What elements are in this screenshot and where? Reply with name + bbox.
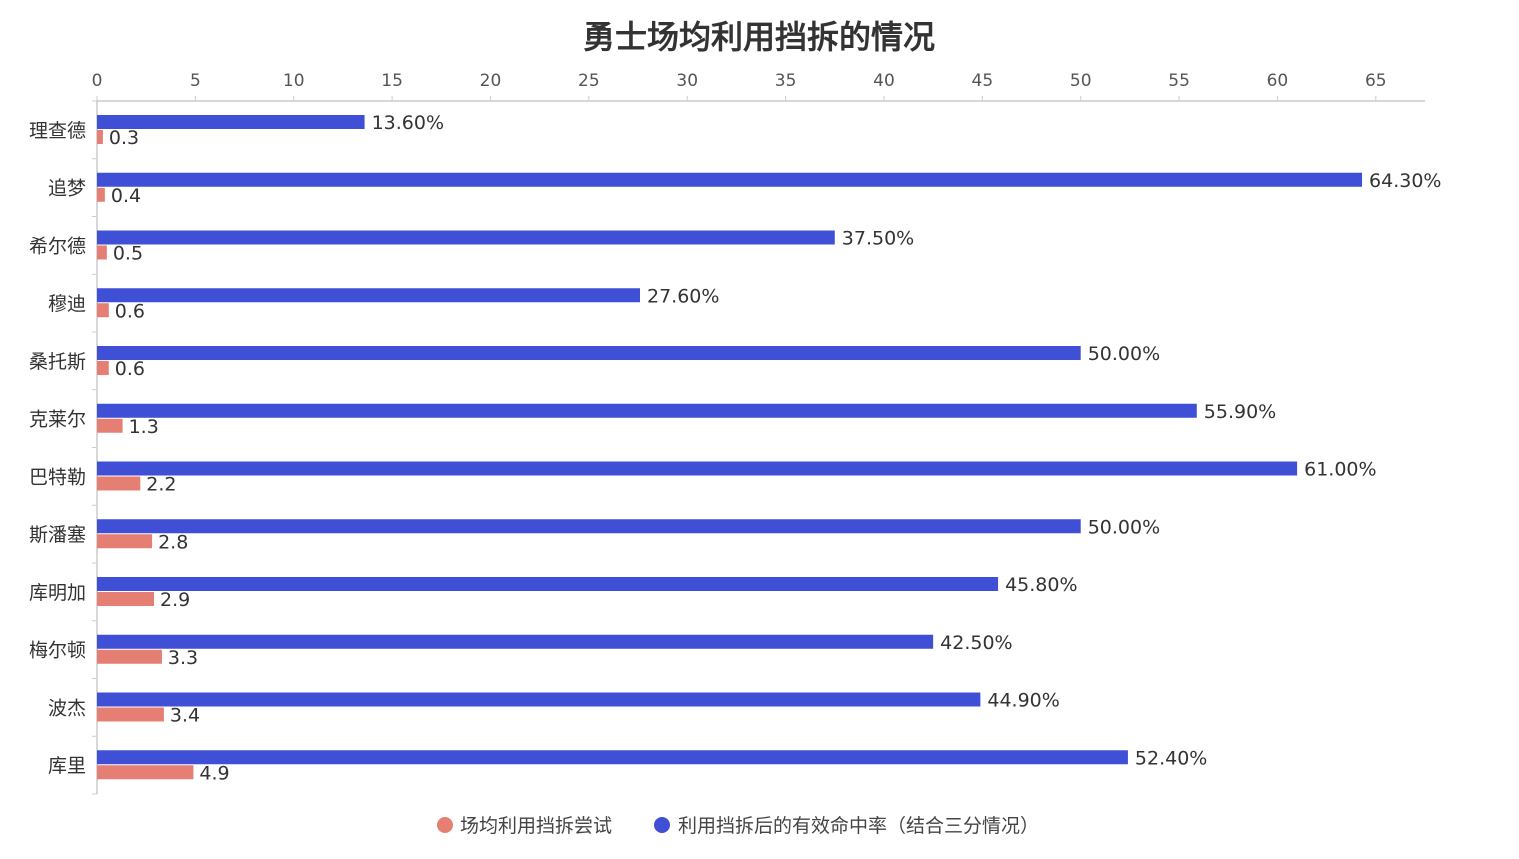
bar-effective-fg-rate: [97, 403, 1197, 418]
bar-effective-fg-rate: [97, 172, 1363, 187]
x-tick-label: 45: [972, 71, 994, 91]
y-category-label: 桑托斯: [29, 351, 86, 373]
bar-pnr-attempts: [97, 534, 153, 549]
bar-effective-fg-rate: [97, 288, 641, 303]
data-label-effective-fg-rate: 52.40%: [1135, 747, 1207, 769]
bar-effective-fg-rate: [97, 577, 999, 591]
data-label-pnr-attempts: 2.2: [146, 474, 176, 496]
y-category-label: 库明加: [29, 582, 86, 604]
y-category-label: 希尔德: [29, 235, 86, 257]
bar-pnr-attempts: [97, 130, 103, 144]
bar-pnr-attempts: [97, 649, 162, 664]
y-category-label: 梅尔顿: [29, 640, 86, 662]
bar-effective-fg-rate: [97, 750, 1128, 765]
x-tick-label: 35: [775, 71, 797, 91]
y-category-label: 克莱尔: [29, 409, 86, 431]
bar-effective-fg-rate: [97, 692, 981, 707]
bar-pnr-attempts: [97, 476, 141, 491]
data-label-effective-fg-rate: 13.60%: [372, 112, 444, 134]
data-label-effective-fg-rate: 50.00%: [1088, 343, 1160, 365]
legend-marker-effective-fg-rate: [654, 817, 670, 833]
bar-pnr-attempts: [97, 707, 164, 722]
x-tick-label: 60: [1267, 71, 1289, 91]
bar-effective-fg-rate: [97, 115, 365, 129]
data-label-effective-fg-rate: 61.00%: [1304, 459, 1376, 481]
y-category-label: 追梦: [48, 178, 86, 200]
data-label-pnr-attempts: 0.3: [109, 127, 139, 149]
data-label-pnr-attempts: 2.9: [160, 589, 190, 611]
x-tick-label: 20: [480, 71, 502, 91]
data-label-pnr-attempts: 0.4: [111, 185, 141, 207]
bar-pnr-attempts: [97, 245, 107, 260]
x-tick-label: 40: [873, 71, 895, 91]
data-label-effective-fg-rate: 27.60%: [647, 285, 719, 307]
y-category-label: 理查德: [29, 120, 86, 142]
data-label-effective-fg-rate: 50.00%: [1088, 516, 1160, 538]
x-tick-label: 30: [676, 71, 698, 91]
x-tick-label: 0: [92, 71, 103, 91]
data-label-effective-fg-rate: 44.90%: [987, 690, 1059, 712]
data-label-pnr-attempts: 1.3: [129, 416, 159, 438]
legend-label-effective-fg-rate: 利用挡拆后的有效命中率（结合三分情况）: [678, 815, 1039, 837]
data-label-effective-fg-rate: 42.50%: [940, 632, 1012, 654]
y-category-label: 库里: [48, 755, 86, 777]
y-category-label: 穆迪: [48, 293, 86, 315]
bar-effective-fg-rate: [97, 519, 1081, 534]
data-label-pnr-attempts: 3.4: [170, 705, 200, 727]
bar-effective-fg-rate: [97, 461, 1298, 476]
chart-title: 勇士场均利用挡拆的情况: [583, 18, 935, 56]
x-tick-label: 65: [1365, 71, 1387, 91]
x-tick-label: 25: [578, 71, 600, 91]
bar-pnr-attempts: [97, 418, 123, 433]
x-tick-label: 50: [1070, 71, 1092, 91]
bar-pnr-attempts: [97, 187, 105, 202]
bar-effective-fg-rate: [97, 634, 934, 649]
bar-effective-fg-rate: [97, 230, 835, 245]
legend-marker-pnr-attempts: [437, 817, 453, 833]
data-label-effective-fg-rate: 45.80%: [1005, 574, 1077, 596]
x-tick-label: 55: [1168, 71, 1190, 91]
y-category-label: 巴特勒: [29, 466, 86, 488]
y-category-label: 波杰: [48, 697, 86, 719]
data-label-pnr-attempts: 4.9: [199, 762, 229, 784]
x-tick-label: 15: [381, 71, 403, 91]
bar-effective-fg-rate: [97, 346, 1081, 360]
data-label-pnr-attempts: 2.8: [158, 531, 188, 553]
data-label-effective-fg-rate: 64.30%: [1369, 170, 1441, 192]
data-label-pnr-attempts: 0.6: [115, 300, 145, 322]
data-label-effective-fg-rate: 55.90%: [1204, 401, 1276, 423]
data-label-pnr-attempts: 3.3: [168, 647, 198, 669]
legend-label-pnr-attempts: 场均利用挡拆尝试: [460, 815, 612, 837]
data-label-pnr-attempts: 0.5: [113, 243, 143, 265]
bar-pnr-attempts: [97, 592, 155, 606]
data-label-effective-fg-rate: 37.50%: [842, 228, 914, 250]
x-tick-label: 5: [190, 71, 201, 91]
bar-pnr-attempts: [97, 303, 109, 318]
bar-pnr-attempts: [97, 765, 194, 780]
bar-pnr-attempts: [97, 361, 109, 375]
data-label-pnr-attempts: 0.6: [115, 358, 145, 380]
x-tick-label: 10: [283, 71, 305, 91]
y-category-label: 斯潘塞: [29, 524, 86, 546]
